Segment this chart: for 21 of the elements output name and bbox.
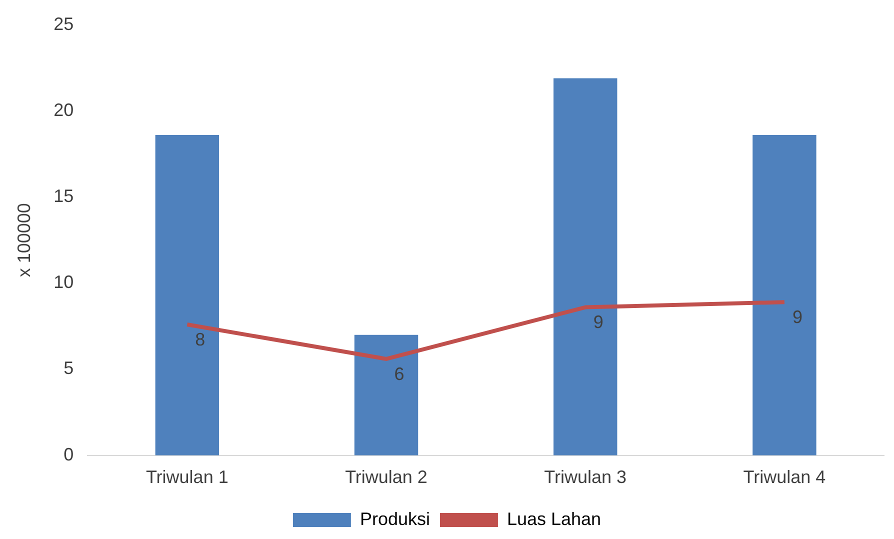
- data-label: 9: [593, 312, 604, 332]
- y-tick-label: 10: [54, 272, 74, 292]
- y-tick-label: 0: [64, 444, 74, 464]
- x-tick-label: Triwulan 2: [345, 467, 428, 488]
- x-tick-label: Triwulan 3: [544, 467, 627, 488]
- y-tick-label: 20: [54, 100, 74, 120]
- x-tick-label: Triwulan 1: [146, 467, 228, 488]
- data-label: 6: [394, 364, 404, 384]
- legend-label: Luas Lahan: [506, 508, 602, 529]
- data-label: 8: [195, 329, 206, 350]
- y-tick-label: 25: [54, 14, 74, 34]
- y-tick-label: 5: [64, 358, 74, 378]
- data-label: 9: [792, 307, 802, 328]
- bar: [752, 135, 816, 456]
- y-axis-title: x 100000: [14, 203, 34, 278]
- legend-label: Produksi: [360, 508, 430, 529]
- y-tick-label: 15: [54, 186, 74, 206]
- bar: [155, 135, 220, 456]
- bar: [554, 78, 618, 456]
- x-tick-label: Triwulan 4: [743, 467, 826, 488]
- bar: [354, 334, 418, 456]
